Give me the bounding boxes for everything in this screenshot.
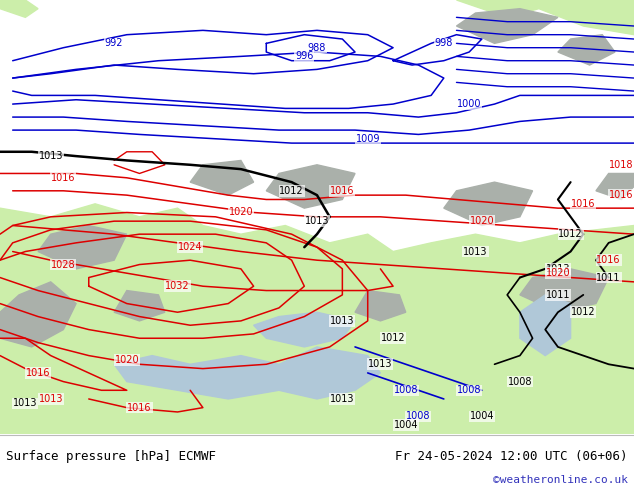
Text: Fr 24-05-2024 12:00 UTC (06+06): Fr 24-05-2024 12:00 UTC (06+06) (395, 450, 628, 463)
Text: 1018: 1018 (609, 160, 633, 170)
Polygon shape (0, 282, 76, 347)
Text: 1008: 1008 (508, 377, 532, 387)
Text: 1016: 1016 (51, 173, 75, 183)
Text: 1008: 1008 (457, 385, 481, 395)
Polygon shape (38, 225, 127, 269)
Text: 1008: 1008 (394, 385, 418, 395)
Text: 1011: 1011 (546, 290, 570, 300)
Polygon shape (0, 204, 634, 434)
Text: 1013: 1013 (39, 394, 63, 404)
Text: 996: 996 (295, 51, 313, 61)
Polygon shape (355, 291, 406, 321)
Polygon shape (456, 9, 558, 44)
Text: 1013: 1013 (13, 398, 37, 408)
Text: 1013: 1013 (463, 246, 488, 257)
Polygon shape (266, 165, 355, 208)
Text: 1032: 1032 (165, 281, 190, 291)
Polygon shape (596, 173, 634, 199)
Text: 1016: 1016 (26, 368, 50, 378)
Polygon shape (114, 347, 380, 399)
Polygon shape (520, 295, 571, 356)
Text: 1024: 1024 (178, 242, 202, 252)
Text: 992: 992 (105, 38, 124, 49)
Text: 1016: 1016 (609, 190, 633, 200)
Text: 1013: 1013 (330, 394, 354, 404)
Text: 1000: 1000 (457, 99, 481, 109)
Text: Surface pressure [hPa] ECMWF: Surface pressure [hPa] ECMWF (6, 450, 216, 463)
Polygon shape (254, 312, 355, 347)
Polygon shape (520, 269, 609, 312)
Polygon shape (0, 0, 38, 17)
Text: 1009: 1009 (356, 134, 380, 144)
Text: 1028: 1028 (51, 260, 75, 270)
Text: 1016: 1016 (571, 199, 595, 209)
Text: 1011: 1011 (597, 272, 621, 283)
Text: 1013: 1013 (305, 216, 329, 226)
Polygon shape (444, 182, 533, 225)
Text: 1016: 1016 (597, 255, 621, 265)
Text: 1008: 1008 (406, 411, 430, 421)
Text: 1016: 1016 (330, 186, 354, 196)
Text: 1013: 1013 (39, 151, 63, 161)
Text: 1013: 1013 (546, 264, 570, 274)
Polygon shape (190, 160, 254, 195)
Text: 1013: 1013 (330, 316, 354, 326)
Text: 988: 988 (308, 43, 326, 53)
Text: 1004: 1004 (394, 420, 418, 430)
Text: 1020: 1020 (115, 355, 139, 365)
Text: 1012: 1012 (381, 333, 405, 343)
Text: 1013: 1013 (368, 359, 392, 369)
Text: 1020: 1020 (229, 207, 253, 218)
Polygon shape (558, 35, 615, 65)
Text: 1016: 1016 (127, 403, 152, 413)
Text: 1020: 1020 (470, 216, 494, 226)
Text: 1012: 1012 (571, 307, 595, 317)
Polygon shape (114, 291, 165, 321)
Text: 1012: 1012 (559, 229, 583, 239)
Text: 998: 998 (435, 38, 453, 49)
Text: 1012: 1012 (280, 186, 304, 196)
Text: 1004: 1004 (470, 411, 494, 421)
Polygon shape (456, 0, 634, 35)
Text: 1020: 1020 (546, 268, 570, 278)
Text: ©weatheronline.co.uk: ©weatheronline.co.uk (493, 475, 628, 485)
